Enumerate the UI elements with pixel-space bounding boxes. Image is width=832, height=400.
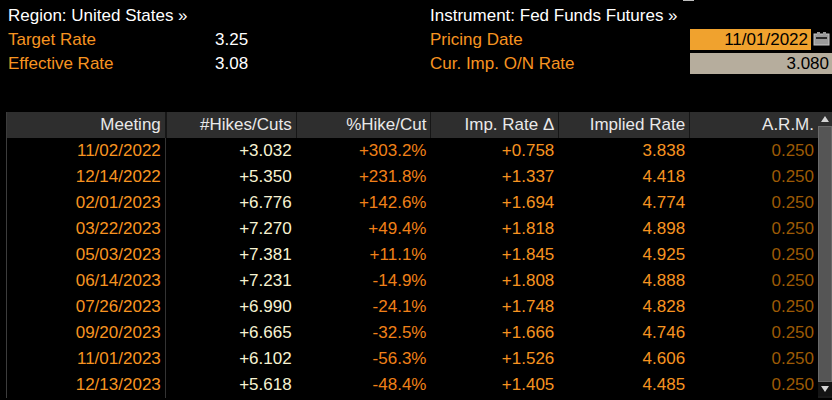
col-header-hikes-cuts[interactable]: #Hikes/Cuts — [166, 112, 296, 138]
pct-hike-cut-cell: +11.1% — [296, 242, 431, 268]
arm-cell: 0.250 — [689, 164, 818, 190]
implied-rate-cell: 4.485 — [558, 372, 689, 398]
hikes-cuts-cell: +6.776 — [166, 190, 296, 216]
meeting-cell: 12/13/2023 — [7, 372, 166, 398]
pct-hike-cut-cell: -48.4% — [296, 372, 431, 398]
pct-hike-cut-cell: -24.1% — [296, 294, 431, 320]
arrow-down-icon — [821, 386, 829, 392]
hikes-cuts-cell: +3.032 — [166, 138, 296, 164]
meetings-table: Meeting #Hikes/Cuts %Hike/Cut Imp. Rate … — [6, 112, 818, 398]
meeting-cell: 05/03/2023 — [7, 242, 166, 268]
hikes-cuts-cell: +5.618 — [166, 372, 296, 398]
imp-rate-delta-cell: +1.694 — [430, 190, 558, 216]
table-row[interactable]: 09/20/2023 +6.665 -32.5% +1.666 4.746 0.… — [7, 320, 818, 346]
col-header-imp-rate-delta[interactable]: Imp. Rate Δ — [430, 112, 558, 138]
table-row[interactable]: 11/02/2022 +3.032 +303.2% +0.758 3.838 0… — [7, 138, 818, 164]
enable-overrides-row[interactable]: Enable Overrides — [683, 0, 832, 4]
pct-hike-cut-cell: +231.8% — [296, 164, 431, 190]
meeting-cell: 02/01/2023 — [7, 190, 166, 216]
table-row[interactable]: 12/13/2023 +5.618 -48.4% +1.405 4.485 0.… — [7, 372, 818, 398]
scroll-down-button[interactable] — [818, 382, 832, 396]
meeting-cell: 07/26/2023 — [7, 294, 166, 320]
hikes-cuts-cell: +6.102 — [166, 346, 296, 372]
arm-cell: 0.250 — [689, 346, 818, 372]
implied-rate-cell: 4.606 — [558, 346, 689, 372]
imp-rate-delta-cell: +1.405 — [430, 372, 558, 398]
implied-rate-cell: 4.828 — [558, 294, 689, 320]
pct-hike-cut-cell: +142.6% — [296, 190, 431, 216]
meeting-cell: 06/14/2023 — [7, 268, 166, 294]
meeting-cell: 11/02/2022 — [7, 138, 166, 164]
enable-overrides-label: Enable Overrides — [700, 0, 815, 3]
instrument-link[interactable]: Instrument: Fed Funds Futures » — [430, 6, 678, 26]
arm-cell: 0.250 — [689, 294, 818, 320]
arm-cell: 0.250 — [689, 190, 818, 216]
imp-rate-delta-cell: +1.337 — [430, 164, 558, 190]
target-rate-value: 3.25 — [215, 30, 248, 50]
table-row[interactable]: 07/26/2023 +6.990 -24.1% +1.748 4.828 0.… — [7, 294, 818, 320]
hikes-cuts-cell: +6.990 — [166, 294, 296, 320]
implied-rate-cell: 4.925 — [558, 242, 689, 268]
imp-rate-delta-cell: +1.845 — [430, 242, 558, 268]
col-header-meeting[interactable]: Meeting — [7, 112, 166, 138]
arm-cell: 0.250 — [689, 372, 818, 398]
hikes-cuts-cell: +6.665 — [166, 320, 296, 346]
meeting-cell: 09/20/2023 — [7, 320, 166, 346]
enable-overrides-checkbox[interactable] — [683, 0, 694, 1]
pct-hike-cut-cell: -56.3% — [296, 346, 431, 372]
hikes-cuts-cell: +7.231 — [166, 268, 296, 294]
col-header-implied-rate[interactable]: Implied Rate — [558, 112, 689, 138]
implied-rate-cell: 4.898 — [558, 216, 689, 242]
arrow-up-icon — [821, 116, 829, 122]
imp-rate-delta-cell: +1.748 — [430, 294, 558, 320]
meeting-cell: 11/01/2023 — [7, 346, 166, 372]
table-header-row: Meeting #Hikes/Cuts %Hike/Cut Imp. Rate … — [7, 112, 818, 138]
arm-cell: 0.250 — [689, 242, 818, 268]
pricing-date-input[interactable]: 11/01/2022 — [690, 29, 811, 50]
implied-rate-cell: 4.746 — [558, 320, 689, 346]
table-row[interactable]: 05/03/2023 +7.381 +11.1% +1.845 4.925 0.… — [7, 242, 818, 268]
arm-cell: 0.250 — [689, 320, 818, 346]
meeting-cell: 03/22/2023 — [7, 216, 166, 242]
effective-rate-value: 3.08 — [215, 54, 248, 74]
col-header-pct-hike-cut[interactable]: %Hike/Cut — [296, 112, 431, 138]
arm-cell: 0.250 — [689, 268, 818, 294]
scroll-up-button[interactable] — [818, 112, 832, 126]
imp-rate-delta-cell: +1.666 — [430, 320, 558, 346]
cur-imp-on-rate-label: Cur. Imp. O/N Rate — [430, 54, 575, 74]
implied-rate-cell: 4.888 — [558, 268, 689, 294]
scrollbar-thumb[interactable] — [818, 126, 832, 382]
imp-rate-delta-cell: +1.808 — [430, 268, 558, 294]
hikes-cuts-cell: +7.381 — [166, 242, 296, 268]
col-header-arm[interactable]: A.R.M. — [689, 112, 818, 138]
arm-cell: 0.250 — [689, 138, 818, 164]
table-row[interactable]: 06/14/2023 +7.231 -14.9% +1.808 4.888 0.… — [7, 268, 818, 294]
pct-hike-cut-cell: +49.4% — [296, 216, 431, 242]
implied-rate-cell: 4.774 — [558, 190, 689, 216]
pricing-date-label: Pricing Date — [430, 30, 523, 50]
hikes-cuts-cell: +7.270 — [166, 216, 296, 242]
imp-rate-delta-cell: +1.818 — [430, 216, 558, 242]
region-link[interactable]: Region: United States » — [8, 6, 188, 26]
pct-hike-cut-cell: -14.9% — [296, 268, 431, 294]
table-row[interactable]: 03/22/2023 +7.270 +49.4% +1.818 4.898 0.… — [7, 216, 818, 242]
hikes-cuts-cell: +5.350 — [166, 164, 296, 190]
table-row[interactable]: 11/01/2023 +6.102 -56.3% +1.526 4.606 0.… — [7, 346, 818, 372]
implied-rate-cell: 4.418 — [558, 164, 689, 190]
table-row[interactable]: 02/01/2023 +6.776 +142.6% +1.694 4.774 0… — [7, 190, 818, 216]
pct-hike-cut-cell: +303.2% — [296, 138, 431, 164]
target-rate-label: Target Rate — [8, 30, 96, 50]
cur-imp-on-rate-input[interactable]: 3.080 — [690, 53, 832, 74]
meeting-cell: 12/14/2022 — [7, 164, 166, 190]
effective-rate-label: Effective Rate — [8, 54, 114, 74]
calendar-icon[interactable] — [813, 31, 830, 51]
implied-rate-cell: 3.838 — [558, 138, 689, 164]
imp-rate-delta-cell: +1.526 — [430, 346, 558, 372]
imp-rate-delta-cell: +0.758 — [430, 138, 558, 164]
table-scrollbar[interactable] — [818, 112, 832, 398]
table-row[interactable]: 12/14/2022 +5.350 +231.8% +1.337 4.418 0… — [7, 164, 818, 190]
pct-hike-cut-cell: -32.5% — [296, 320, 431, 346]
arm-cell: 0.250 — [689, 216, 818, 242]
